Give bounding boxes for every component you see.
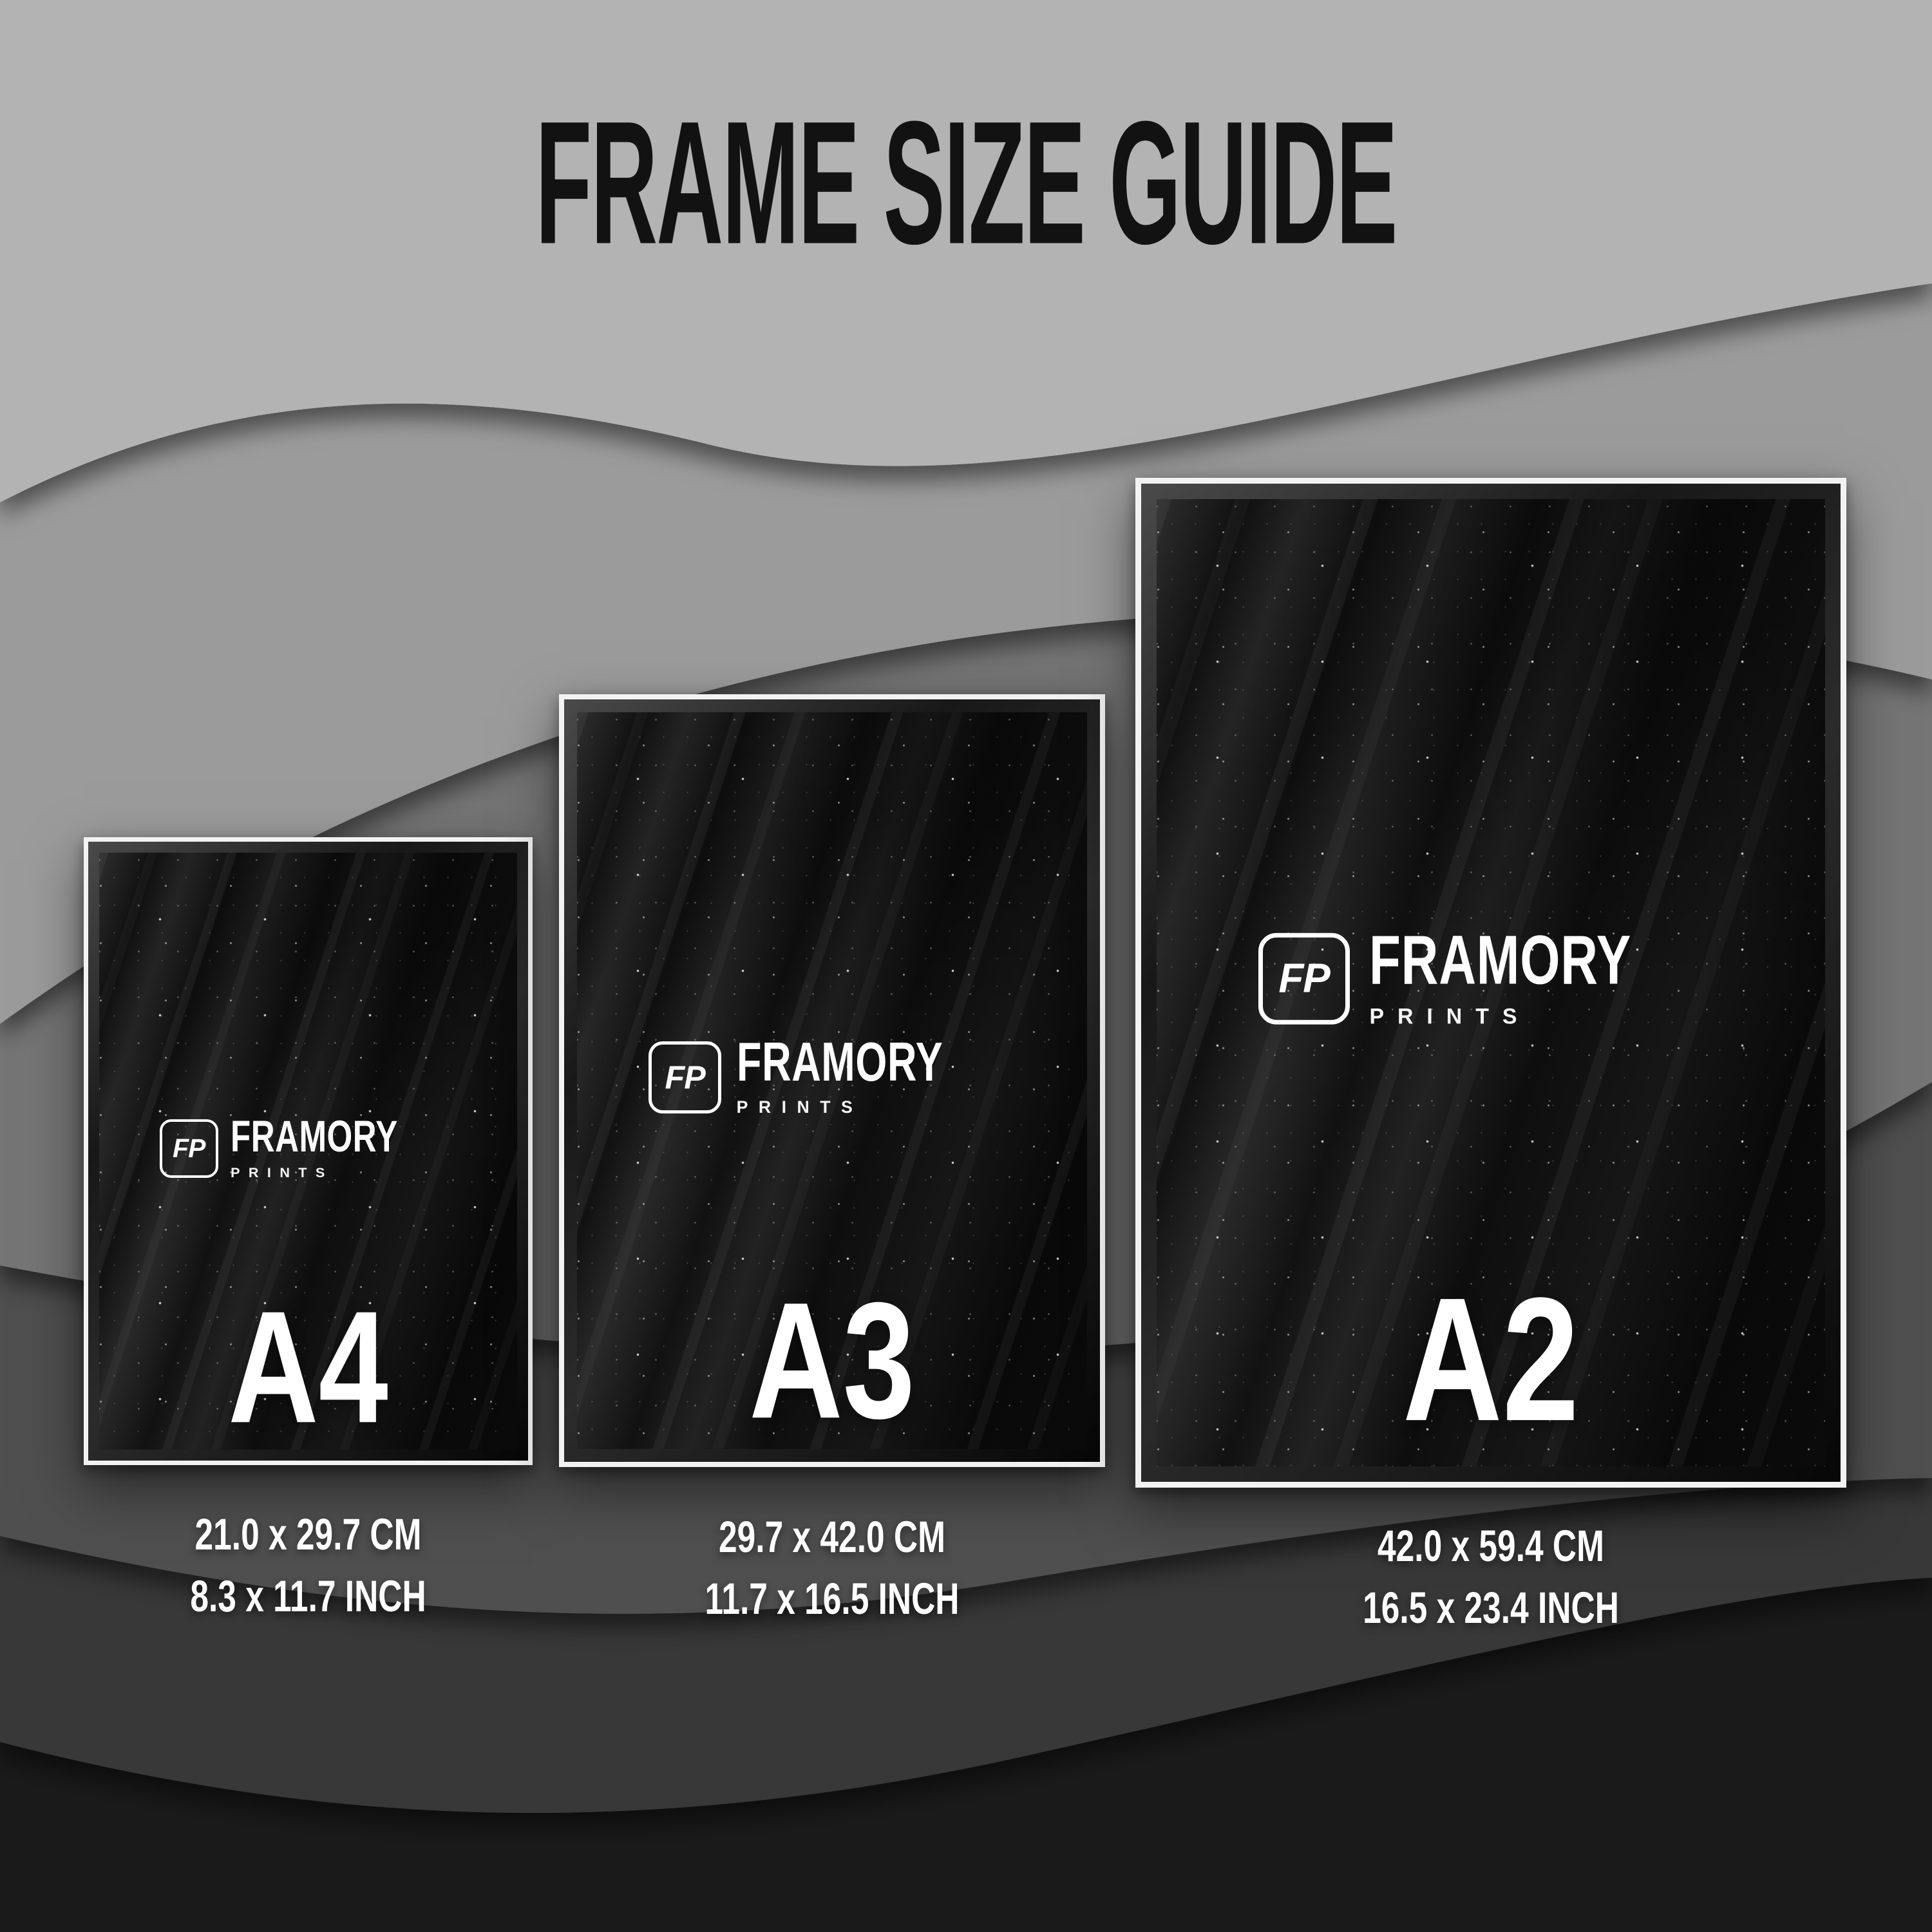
- frame-a3: FP FRAMORY PRINTS A3: [559, 694, 1105, 1467]
- fp-logo-icon: FP: [159, 1119, 218, 1179]
- framory-logo-a4: FP FRAMORY PRINTS: [159, 1111, 457, 1181]
- frame-a4: FP FRAMORY PRINTS A4: [84, 837, 533, 1465]
- frame-a4-molding: FP FRAMORY PRINTS A4: [88, 842, 528, 1461]
- dimensions-a4: 21.0 x 29.7 CM 8.3 x 11.7 INCH: [133, 1512, 484, 1618]
- dimensions-a2: 42.0 x 59.4 CM 16.5 x 23.4 INCH: [1213, 1524, 1768, 1629]
- brand-name: FRAMORY: [231, 1111, 398, 1161]
- fp-logo-abbr: FP: [665, 1058, 706, 1095]
- frame-a3-molding: FP FRAMORY PRINTS A3: [564, 699, 1100, 1462]
- dimensions-a2-inch: 16.5 x 23.4 INCH: [1363, 1582, 1619, 1633]
- brand-text: FRAMORY PRINTS: [231, 1111, 457, 1181]
- framory-logo-a3: FP FRAMORY PRINTS: [649, 1032, 1016, 1117]
- brand-text: FRAMORY PRINTS: [736, 1032, 1016, 1117]
- dimensions-a3: 29.7 x 42.0 CM 11.7 x 16.5 INCH: [619, 1515, 1045, 1620]
- dimensions-a3-inch: 11.7 x 16.5 INCH: [705, 1573, 960, 1624]
- dimensions-a4-inch: 8.3 x 11.7 INCH: [190, 1571, 426, 1621]
- dimensions-a2-cm: 42.0 x 59.4 CM: [1378, 1520, 1604, 1571]
- framory-logo-a2: FP FRAMORY PRINTS: [1258, 921, 1724, 1029]
- fp-logo-icon: FP: [1258, 933, 1350, 1025]
- dimensions-a4-cm: 21.0 x 29.7 CM: [194, 1509, 422, 1559]
- brand-name: FRAMORY: [736, 1032, 943, 1094]
- page-title: FRAME SIZE GUIDE: [535, 85, 1397, 281]
- size-label-a4: A4: [228, 1278, 388, 1450]
- fp-logo-abbr: FP: [173, 1133, 205, 1164]
- fp-logo-abbr: FP: [1278, 954, 1330, 1001]
- frame-a2-molding: FP FRAMORY PRINTS A2: [1141, 484, 1841, 1482]
- frame-a3-photo: FP FRAMORY PRINTS A3: [577, 712, 1087, 1449]
- frame-a2: FP FRAMORY PRINTS A2: [1135, 478, 1846, 1488]
- size-label-a2: A2: [1402, 1260, 1580, 1458]
- frame-a4-photo: FP FRAMORY PRINTS A4: [99, 853, 517, 1450]
- brand-subtitle: PRINTS: [231, 1164, 334, 1181]
- brand-subtitle: PRINTS: [736, 1097, 864, 1117]
- fp-logo-icon: FP: [649, 1041, 721, 1114]
- frame-a2-photo: FP FRAMORY PRINTS A2: [1157, 499, 1825, 1466]
- brand-subtitle: PRINTS: [1369, 1004, 1531, 1029]
- brand-name: FRAMORY: [1369, 921, 1632, 999]
- background-wave-1: [0, 0, 1932, 502]
- size-label-a3: A3: [749, 1268, 915, 1449]
- brand-text: FRAMORY PRINTS: [1369, 921, 1723, 1029]
- dimensions-a3-cm: 29.7 x 42.0 CM: [719, 1511, 945, 1562]
